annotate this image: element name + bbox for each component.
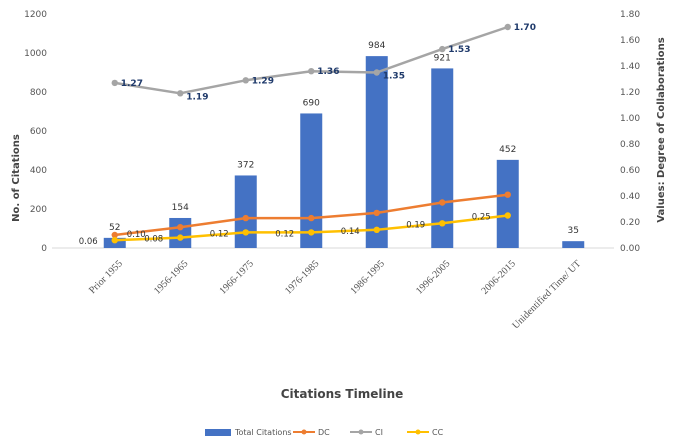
y-tick-label: 800 [30, 88, 47, 98]
series-point-cc [373, 226, 380, 233]
x-tick-label: 2006-2015 [479, 258, 517, 296]
legend-marker [415, 429, 421, 435]
series-point-cc [439, 220, 446, 227]
series-point-dc [111, 231, 118, 239]
bar-value-label: 690 [303, 98, 320, 108]
y-tick-label: 600 [30, 127, 47, 137]
series-ci-label: 1.27 [121, 79, 143, 89]
legend-label: DC [318, 428, 330, 437]
series-ci-label: 1.53 [448, 45, 470, 55]
series-ci-label: 1.29 [252, 76, 274, 86]
bar-value-label: 452 [499, 145, 516, 155]
series-point-dc [242, 214, 249, 222]
series-point-cc [111, 237, 118, 244]
series-cc-label: 0.19 [406, 220, 425, 230]
series-ci-label: 1.35 [383, 72, 405, 82]
bar-value-label: 372 [237, 160, 254, 170]
series-ci-label: 1.19 [186, 92, 208, 102]
legend-marker [301, 429, 307, 435]
y-tick-label: 400 [30, 166, 47, 176]
series-point-ci [177, 90, 184, 97]
series-cc-label: 0.12 [210, 229, 229, 239]
series-point-ci [373, 69, 380, 76]
series-point-dc [308, 214, 315, 222]
series-point-dc [373, 209, 380, 217]
y-tick-label: 200 [30, 205, 47, 215]
series-cc-label: 0.14 [341, 227, 360, 237]
bar [169, 217, 192, 248]
series-point-ci [308, 68, 315, 75]
series-point-ci [111, 79, 118, 87]
x-tick-label: 1986-1995 [348, 258, 386, 296]
series-point-cc [504, 212, 511, 219]
y2-tick-label: 0.40 [620, 192, 640, 202]
y2-tick-label: 0.20 [620, 218, 640, 228]
bar-value-label: 984 [368, 41, 385, 51]
y2-tick-label: 1.80 [620, 10, 640, 20]
series-point-ci [439, 45, 446, 53]
x-tick-label: 1996-2005 [414, 258, 452, 296]
legend: Total Citations DC CI CC [205, 428, 444, 437]
legend-label: Total Citations [234, 428, 292, 437]
y2-tick-label: 0.00 [620, 244, 640, 254]
series-cc-label: 0.12 [275, 229, 294, 239]
bar-value-label: 921 [434, 53, 451, 63]
x-tick-label: 1966-1975 [217, 258, 255, 296]
bar-value-label: 52 [109, 223, 120, 233]
legend-label: CI [375, 428, 383, 437]
series-dc-label: 0.10 [127, 230, 146, 240]
y2-tick-label: 1.60 [620, 36, 640, 46]
y2-tick-label: 0.80 [620, 140, 640, 150]
x-tick-label: Unidentified Time/ UT [510, 258, 583, 331]
legend-marker [358, 429, 364, 435]
y-tick-label: 1000 [24, 49, 47, 59]
series-ci-label: 1.36 [317, 67, 339, 77]
x-axis-title: Citations Timeline [281, 387, 404, 401]
series-point-cc [177, 234, 184, 241]
x-tick-label: 1956-1965 [152, 258, 190, 296]
y2-axis-title: Values: Degree of Collaborations [656, 37, 667, 222]
bar [496, 159, 519, 248]
bar [562, 241, 585, 248]
series-point-ci [504, 23, 511, 31]
y-tick-label: 1200 [24, 10, 47, 20]
series-cc-label: 0.06 [79, 237, 98, 247]
x-tick-label: 1976-1985 [283, 258, 321, 296]
bar [365, 56, 388, 249]
series-cc-label: 0.25 [472, 213, 491, 223]
series-cc-label: 0.08 [144, 235, 163, 245]
legend-swatch [205, 429, 231, 436]
legend-label: CC [432, 428, 444, 437]
y2-tick-label: 1.40 [620, 62, 640, 72]
series-point-dc [439, 199, 446, 206]
series-point-ci [242, 77, 249, 84]
y2-tick-label: 1.20 [620, 88, 640, 98]
bar [234, 175, 257, 248]
bar-value-label: 35 [568, 226, 579, 236]
x-tick-label: Prior 1955 [87, 258, 125, 296]
series-ci-label: 1.70 [514, 23, 536, 33]
series-point-cc [308, 229, 315, 236]
bar [300, 113, 323, 248]
y2-tick-label: 1.00 [620, 114, 640, 124]
series-point-dc [504, 191, 511, 198]
y-tick-label: 0 [41, 244, 47, 254]
plot-area: 0 200 400 600 800 1000 1200 0.00 0.20 0.40 0.60 0.8… [24, 10, 640, 331]
series-point-cc [242, 229, 249, 236]
y2-tick-label: 0.60 [620, 166, 640, 176]
series-point-dc [177, 224, 184, 231]
bar-value-label: 154 [172, 203, 189, 213]
y-axis-title: No. of Citations [11, 134, 22, 222]
